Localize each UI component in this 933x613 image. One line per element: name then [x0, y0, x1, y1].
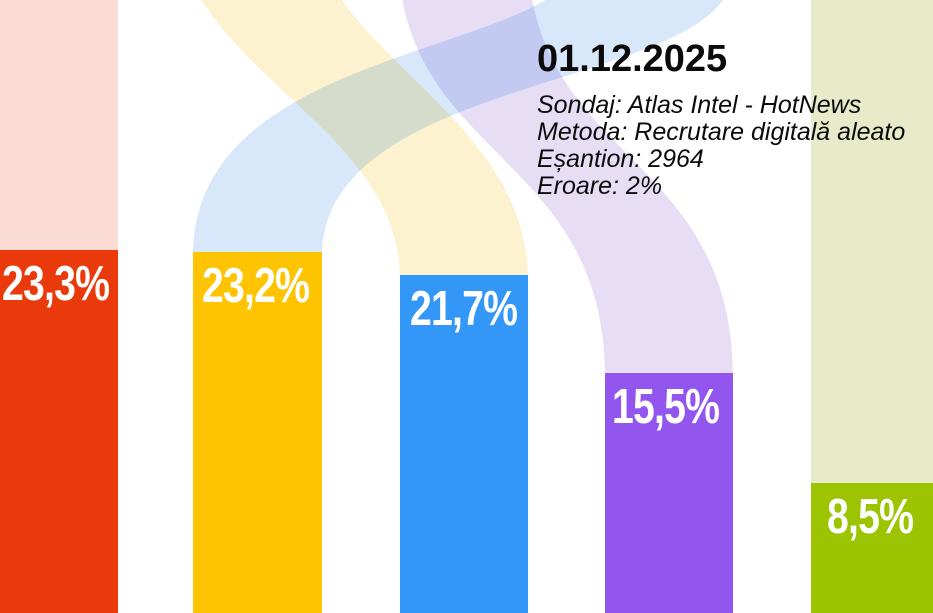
- ribbon-red-flow: [0, 0, 118, 254]
- bar-value-label-2: 23,2%: [202, 259, 310, 313]
- poll-date: 01.12.2025: [537, 38, 728, 80]
- poll-method-line: Metoda: Recrutare digitală aleato: [537, 118, 906, 146]
- bar-value-label-4: 15,5%: [612, 380, 720, 434]
- bar-rank-3: 21,7%: [400, 275, 528, 613]
- bar-value-label-3: 21,7%: [410, 282, 518, 336]
- poll-info-block: 01.12.2025 Sondaj: Atlas Intel - HotNews…: [537, 40, 905, 200]
- ribbon-green-flow: [811, 0, 933, 488]
- poll-source-line: Sondaj: Atlas Intel - HotNews: [537, 91, 862, 119]
- ribbon-yellow-flow: [193, 0, 723, 256]
- bar-rank-5: 8,5%: [811, 483, 933, 613]
- bar-rank-2: 23,2%: [193, 252, 322, 613]
- bar-rank-4: 15,5%: [605, 373, 733, 613]
- bar-value-label-5: 8,5%: [827, 490, 914, 544]
- poll-sample-line: Eșantion: 2964: [537, 145, 704, 173]
- bar-rank-1: 23,3%: [0, 250, 118, 613]
- poll-error-line: Eroare: 2%: [537, 172, 663, 200]
- bar-value-label-1: 23,3%: [2, 257, 110, 311]
